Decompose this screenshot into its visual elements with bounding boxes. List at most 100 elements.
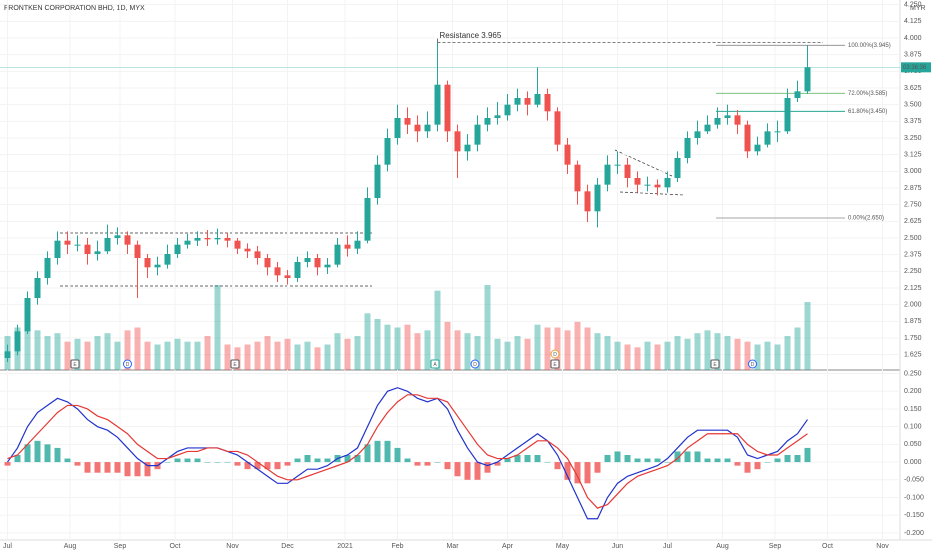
candle-body bbox=[594, 184, 601, 212]
volume-bar bbox=[324, 344, 331, 370]
volume-bar bbox=[514, 336, 521, 370]
volume-bar bbox=[144, 341, 151, 370]
volume-bar bbox=[624, 344, 631, 370]
candle-body bbox=[154, 264, 161, 268]
volume-bar bbox=[734, 338, 741, 370]
candle-body bbox=[444, 84, 451, 132]
x-tick-label: Nov bbox=[226, 543, 239, 550]
histogram-bar bbox=[344, 455, 351, 463]
volume-bar bbox=[494, 338, 501, 370]
histogram-bar bbox=[704, 458, 711, 463]
histogram-bar bbox=[64, 458, 71, 463]
volume-bar bbox=[64, 341, 71, 370]
volume-bar bbox=[524, 338, 531, 370]
y-tick-label: 3.875 bbox=[904, 52, 922, 59]
volume-bar bbox=[504, 341, 511, 370]
candle-body bbox=[84, 244, 91, 254]
volume-bar bbox=[694, 333, 701, 370]
y-tick-label: 2.750 bbox=[904, 202, 922, 209]
fib-label: 100.00%(3.945) bbox=[848, 43, 891, 49]
volume-bar bbox=[744, 341, 751, 370]
candle-body bbox=[194, 238, 201, 241]
y-tick-label: 3.000 bbox=[904, 168, 922, 175]
volume-bar bbox=[224, 344, 231, 370]
candle-body bbox=[494, 115, 501, 118]
volume-bar bbox=[334, 333, 341, 370]
histogram-bar bbox=[594, 462, 601, 473]
y-tick-label: 0.200 bbox=[904, 388, 922, 395]
candle-body bbox=[294, 262, 301, 278]
event-label: A bbox=[433, 362, 437, 368]
volume-bar bbox=[44, 336, 51, 370]
histogram-bar bbox=[464, 462, 471, 480]
histogram-bar bbox=[214, 462, 221, 463]
histogram-bar bbox=[644, 458, 651, 463]
price-tag bbox=[901, 62, 931, 73]
volume-bar bbox=[754, 344, 761, 370]
volume-bar bbox=[204, 336, 211, 370]
volume-bar bbox=[424, 330, 431, 370]
candle-body bbox=[544, 94, 551, 112]
histogram-bar bbox=[714, 458, 721, 463]
histogram-bar bbox=[544, 462, 551, 463]
x-tick-label: Apr bbox=[502, 543, 514, 550]
chart-title: FRONTKEN CORPORATION BHD, 1D, MYX bbox=[4, 5, 145, 12]
histogram-bar bbox=[654, 458, 661, 463]
candle-body bbox=[714, 118, 721, 125]
volume-bar bbox=[764, 341, 771, 370]
volume-bar bbox=[34, 330, 41, 370]
annotation: Resistance 3.965 bbox=[440, 31, 502, 40]
volume-bar bbox=[574, 321, 581, 370]
histogram-bar bbox=[84, 462, 91, 473]
histogram-bar bbox=[34, 440, 41, 463]
event-marker bbox=[470, 359, 480, 369]
x-tick-label: Oct bbox=[170, 543, 181, 550]
candle-body bbox=[664, 178, 671, 188]
histogram-bar bbox=[94, 462, 101, 473]
x-tick-label: Feb bbox=[391, 543, 403, 550]
event-marker bbox=[550, 349, 560, 359]
y-tick-label: 2.875 bbox=[904, 185, 922, 192]
y-tick-label: 3.125 bbox=[904, 152, 922, 159]
candle-body bbox=[34, 278, 41, 298]
candle-body bbox=[74, 244, 81, 246]
candle-body bbox=[134, 244, 141, 258]
x-tick-label: Jun bbox=[612, 543, 623, 550]
volume-bar bbox=[564, 330, 571, 370]
volume-bar bbox=[354, 336, 361, 370]
histogram-bar bbox=[244, 462, 251, 470]
x-tick-label: Oct bbox=[822, 543, 833, 550]
volume-bar bbox=[124, 330, 131, 370]
y-tick-label: -0.150 bbox=[904, 512, 924, 519]
volume-bar bbox=[374, 319, 381, 370]
y-tick-label: 3.375 bbox=[904, 118, 922, 125]
y-tick-label: 3.500 bbox=[904, 102, 922, 109]
candle-body bbox=[804, 67, 811, 92]
histogram-bar bbox=[384, 440, 391, 463]
event-label: D bbox=[553, 352, 557, 358]
volume-bar bbox=[794, 327, 801, 370]
candle-body bbox=[324, 264, 331, 268]
candle-body bbox=[234, 240, 241, 249]
candle-body bbox=[424, 124, 431, 132]
volume-bar bbox=[264, 336, 271, 370]
volume-bar bbox=[584, 327, 591, 370]
histogram-bar bbox=[694, 451, 701, 463]
candle-body bbox=[434, 84, 441, 125]
histogram-bar bbox=[364, 444, 371, 463]
volume-bar bbox=[534, 324, 541, 370]
candle-body bbox=[764, 131, 771, 145]
candle-body bbox=[224, 238, 231, 241]
histogram-bar bbox=[194, 458, 201, 463]
event-label: E bbox=[553, 362, 557, 368]
volume-bar bbox=[724, 336, 731, 370]
histogram-bar bbox=[324, 458, 331, 463]
histogram-bar bbox=[764, 462, 771, 463]
histogram-bar bbox=[754, 462, 761, 470]
volume-bar bbox=[364, 313, 371, 370]
currency: MYR bbox=[910, 5, 926, 12]
candle-body bbox=[364, 198, 371, 241]
fib-label: 72.00%(3.585) bbox=[848, 91, 887, 97]
candle-body bbox=[704, 124, 711, 132]
event-label: D bbox=[473, 362, 477, 368]
